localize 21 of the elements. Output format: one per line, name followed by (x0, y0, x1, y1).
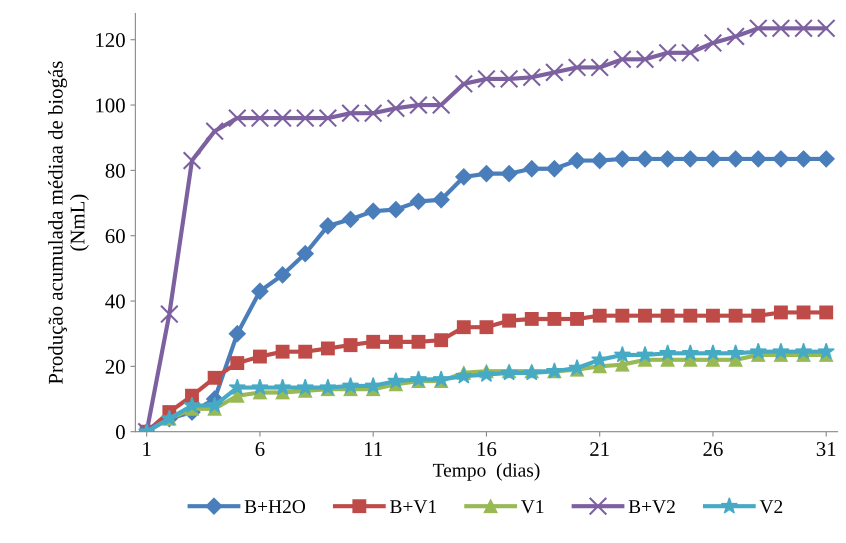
x-tick-label: 6 (256, 442, 265, 456)
y-tick-label: 80 (106, 164, 125, 178)
legend-label: V2 (760, 500, 782, 514)
legend-label: B+H2O (244, 500, 306, 514)
x-tick-label: 31 (816, 442, 836, 456)
y-tick-label: 20 (106, 360, 125, 374)
y-tick-label: 40 (105, 294, 125, 308)
legend-label: V1 (520, 500, 544, 514)
x-tick-label: 1 (143, 442, 151, 456)
y-tick-label: 120 (96, 33, 125, 48)
x-tick-label: 16 (478, 442, 496, 456)
y-axis-title: Produção acumulada médiaa de biogás (NmL) (48, 61, 89, 384)
legend-label: B+V1 (390, 500, 436, 514)
x-tick-label: 11 (365, 442, 382, 456)
x-axis-title: Tempo (dias) (432, 463, 540, 481)
legend-label: B+V2 (628, 500, 675, 514)
x-tick-label: 26 (703, 442, 723, 456)
y-tick-label: 60 (106, 229, 125, 244)
y-tick-label: 100 (96, 98, 125, 112)
x-tick-label: 21 (590, 442, 609, 456)
y-tick-label: 0 (116, 425, 125, 440)
